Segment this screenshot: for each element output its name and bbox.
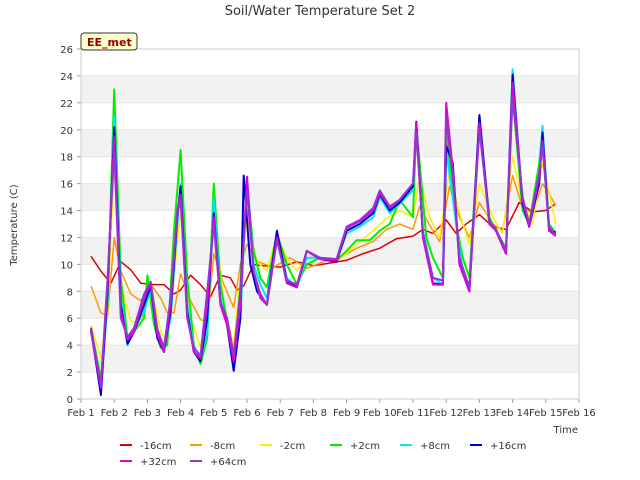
- y-tick-label: 16: [60, 180, 73, 191]
- y-tick-label: 0: [67, 395, 73, 406]
- x-tick-label: Feb 12: [429, 408, 463, 419]
- y-tick-label: 2: [67, 368, 73, 379]
- grid-band: [81, 183, 579, 211]
- chart-title: Soil/Water Temperature Set 2: [225, 4, 416, 19]
- x-tick-label: Feb 14: [496, 408, 530, 419]
- y-tick-label: 10: [60, 260, 73, 271]
- x-tick-label: Feb 16: [562, 408, 596, 419]
- legend-label: -8cm: [210, 441, 235, 452]
- y-tick-label: 26: [60, 45, 73, 56]
- x-tick-label: Feb 9: [333, 408, 360, 419]
- grid-band: [81, 345, 579, 373]
- badge-box: [80, 32, 138, 51]
- legend: -16cm -8cm -2cm +2cm +8cm +16cm +32cm +64cm: [120, 441, 526, 468]
- grid-band: [81, 49, 579, 76]
- x-tick-label: Feb 3: [134, 408, 161, 419]
- x-tick-label: Feb 4: [167, 408, 194, 419]
- x-axis: Feb 1 Feb 2 Feb 3 Feb 4 Feb 5 Feb 6 Feb 7 Feb 8…: [67, 399, 596, 419]
- x-tick-label: Feb 5: [200, 408, 227, 419]
- x-tick-label: Feb 6: [233, 408, 260, 419]
- x-axis-label: Time: [553, 425, 578, 436]
- y-tick-label: 18: [60, 153, 73, 164]
- grid-band: [81, 102, 579, 130]
- x-tick-label: Feb 11: [396, 408, 430, 419]
- grid-band: [81, 372, 579, 399]
- legend-label: +16cm: [490, 441, 526, 452]
- x-tick-label: Feb 7: [267, 408, 294, 419]
- y-tick-label: 6: [67, 314, 73, 325]
- series-lines: [90, 68, 557, 396]
- legend-label: +8cm: [420, 441, 450, 452]
- badge: EE_met: [80, 32, 138, 51]
- grid-band: [81, 129, 579, 157]
- y-tick-label: 20: [60, 126, 73, 137]
- y-axis-label: Temperature (C): [9, 184, 20, 266]
- series-line: [90, 174, 557, 324]
- y-tick-label: 8: [67, 287, 73, 298]
- legend-label: -2cm: [280, 441, 305, 452]
- grid-band: [81, 75, 579, 103]
- y-tick-label: 14: [60, 207, 73, 218]
- series-line: [90, 95, 557, 387]
- x-tick-label: Feb 10: [363, 408, 397, 419]
- y-tick-label: 22: [60, 99, 73, 110]
- x-tick-label: Feb 13: [463, 408, 497, 419]
- plot-frame: [80, 48, 580, 400]
- badge-label: EE_met: [87, 36, 132, 49]
- x-tick-label: Feb 2: [101, 408, 128, 419]
- x-tick-label: Feb 15: [529, 408, 563, 419]
- legend-label: +64cm: [210, 457, 246, 468]
- grid-band: [81, 156, 579, 184]
- y-tick-label: 4: [67, 341, 73, 352]
- x-tick-label: Feb 1: [67, 408, 94, 419]
- legend-label: +32cm: [140, 457, 176, 468]
- y-tick-label: 12: [60, 233, 73, 244]
- legend-label: -16cm: [140, 441, 172, 452]
- legend-label: +2cm: [350, 441, 380, 452]
- x-tick-label: Feb 8: [300, 408, 327, 419]
- y-tick-label: 24: [60, 72, 73, 83]
- grid-band: [81, 264, 579, 292]
